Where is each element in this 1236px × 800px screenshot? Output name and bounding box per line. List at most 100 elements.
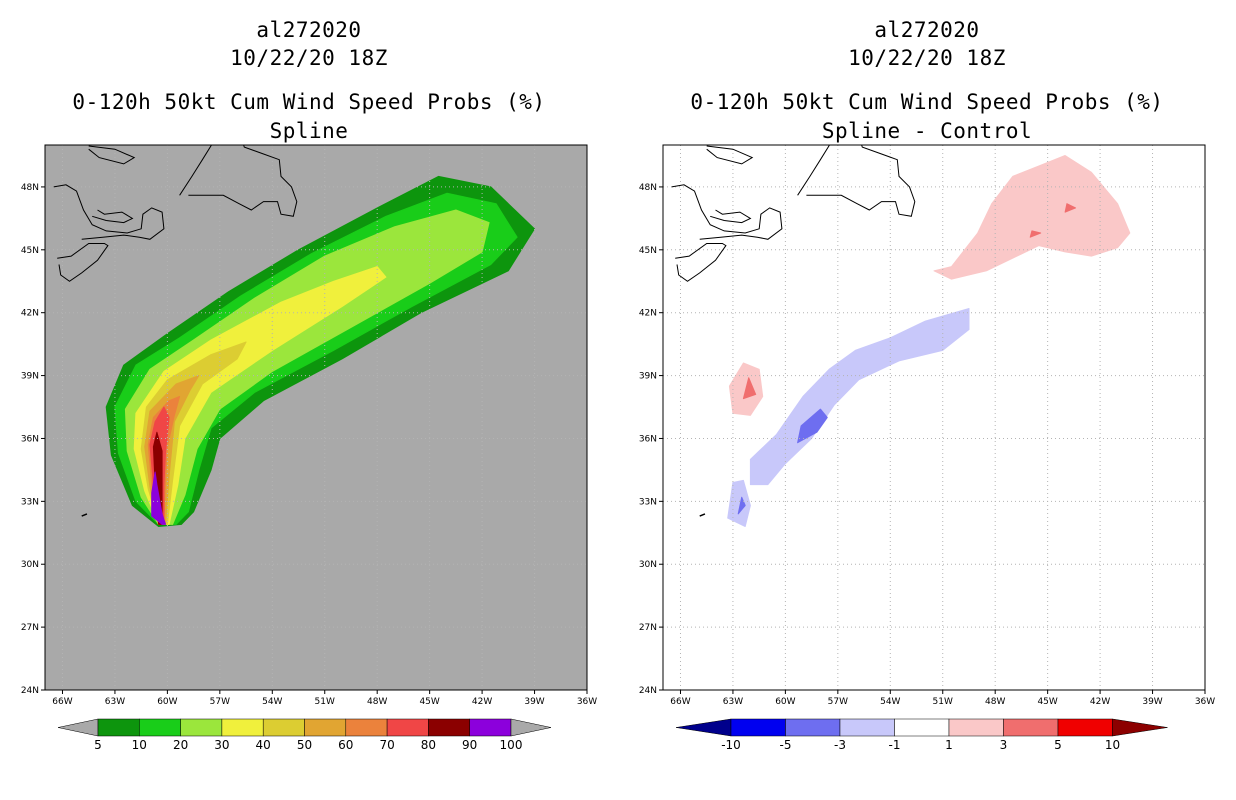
- right-y-tick-label: 45N: [639, 246, 657, 256]
- left-colorbar-swatch: [345, 718, 388, 737]
- left-x-tick-label: 66W: [52, 697, 72, 707]
- left-coastline: [57, 243, 109, 282]
- left-x-tick-label: 60W: [157, 697, 177, 707]
- left-chart: 66W 63W 60W 57W 54W 51W 48W 45W 42W 39W 36W 24N 27N 3…: [21, 144, 597, 752]
- left-y-tick-label: 48N: [21, 183, 39, 193]
- right-datetime: 10/22/20 18Z: [848, 46, 1006, 70]
- right-x-tick-label: 54W: [880, 697, 900, 707]
- left-colorbar-swatch: [139, 718, 181, 737]
- right-coastline: [706, 145, 754, 165]
- left-colorbar-arrow-low: [57, 718, 99, 737]
- right-contour-red-spot-ne-1: [1064, 203, 1077, 213]
- right-x-tick-label: 60W: [775, 697, 795, 707]
- left-colorbar-swatch: [428, 718, 470, 737]
- left-colorbar-label: 80: [421, 738, 436, 752]
- left-colorbar-label: 40: [256, 738, 271, 752]
- left-product-title: 0-120h 50kt Cum Wind Speed Probs (%): [72, 90, 546, 114]
- right-colorbar-arrow-high: [1112, 718, 1168, 737]
- right-colorbar-swatch: [730, 718, 786, 737]
- left-coastline: [179, 145, 298, 217]
- left-bermuda: [81, 513, 88, 517]
- right-coastline: [672, 116, 829, 141]
- left-colorbar-label: 20: [173, 738, 188, 752]
- left-x-tick-label: 36W: [577, 697, 597, 707]
- left-colorbar-swatch: [262, 718, 305, 737]
- right-colorbar-arrow-low: [675, 718, 732, 737]
- left-x-tick-label: 63W: [105, 697, 125, 707]
- left-y-tick-label: 27N: [21, 623, 39, 633]
- right-x-tick-label: 48W: [985, 697, 1005, 707]
- left-colorbar-swatch: [221, 718, 264, 737]
- left-y-tick-label: 33N: [21, 497, 39, 507]
- right-colorbar-swatch: [839, 718, 895, 737]
- left-colorbar-label: 10: [132, 738, 147, 752]
- right-y-tick-label: 39N: [639, 372, 657, 382]
- left-colorbar-label: 5: [94, 738, 102, 752]
- left-x-tick-label: 57W: [210, 697, 230, 707]
- right-colorbar-swatch: [1057, 718, 1113, 737]
- left-datetime: 10/22/20 18Z: [230, 46, 388, 70]
- left-y-tick-label: 24N: [21, 686, 39, 696]
- right-colorbar-label: 10: [1105, 738, 1120, 752]
- left-colorbar-swatch: [304, 718, 347, 737]
- right-colorbar-label: 1: [945, 738, 953, 752]
- right-colorbar-label: 3: [1000, 738, 1008, 752]
- left-storm-id: al272020: [256, 18, 362, 42]
- right-plot-area: [663, 116, 1205, 690]
- right-x-tick-label: 66W: [670, 697, 690, 707]
- left-coastline: [92, 209, 134, 224]
- left-colorbar-swatch: [180, 718, 223, 737]
- right-colorbar-swatch: [785, 718, 841, 737]
- right-contour-pink-patch-ne: [933, 155, 1131, 280]
- right-bermuda: [699, 513, 706, 517]
- right-colorbar-swatch: [894, 718, 950, 737]
- left-colorbar-label: 50: [297, 738, 312, 752]
- right-colorbar-swatch: [1003, 718, 1059, 737]
- left-y-tick-label: 39N: [21, 372, 39, 382]
- left-colorbar-swatch: [97, 718, 140, 737]
- right-x-tick-label: 63W: [723, 697, 743, 707]
- right-coastline: [710, 209, 752, 224]
- right-y-tick-label: 27N: [639, 623, 657, 633]
- right-contour-blue-patch-main: [749, 308, 970, 486]
- right-colorbar-label: -10: [721, 738, 741, 752]
- left-x-tick-label: 48W: [367, 697, 387, 707]
- left-colorbar-label: 30: [214, 738, 229, 752]
- right-x-tick-label: 36W: [1195, 697, 1215, 707]
- left-contour-level-90: [151, 471, 167, 525]
- left-x-tick-label: 42W: [472, 697, 492, 707]
- left-x-tick-label: 51W: [315, 697, 335, 707]
- right-colorbar-label: -5: [780, 738, 792, 752]
- left-plot-frame: [44, 144, 588, 691]
- right-y-tick-label: 30N: [639, 560, 657, 570]
- right-x-tick-label: 45W: [1037, 697, 1057, 707]
- left-colorbar-label: 70: [379, 738, 394, 752]
- right-y-tick-label: 24N: [639, 686, 657, 696]
- right-panel: al272020 10/22/20 18Z 0-120h 50kt Cum Wi…: [618, 0, 1236, 800]
- right-chart: 66W 63W 60W 57W 54W 51W 48W 45W 42W 39W 36W 24N 27N 3…: [639, 116, 1215, 752]
- left-x-tick-label: 39W: [524, 697, 544, 707]
- right-x-tick-label: 39W: [1142, 697, 1162, 707]
- left-y-tick-label: 45N: [21, 246, 39, 256]
- left-panel: al272020 10/22/20 18Z 0-120h 50kt Cum Wi…: [21, 18, 597, 752]
- left-colorbar-swatch: [469, 718, 512, 737]
- right-contour-blue-spot-mid: [797, 408, 828, 444]
- left-x-tick-label: 54W: [262, 697, 282, 707]
- right-subtitle: Spline - Control: [821, 119, 1033, 143]
- left-contour-level-20: [124, 209, 490, 525]
- right-colorbar-label: -1: [889, 738, 901, 752]
- left-colorbar-arrow-high: [510, 718, 552, 737]
- right-contour-blue-patch-s: [727, 479, 751, 527]
- right-colorbar-swatch: [948, 718, 1004, 737]
- left-subtitle: Spline: [269, 119, 349, 143]
- left-x-tick-label: 45W: [419, 697, 439, 707]
- right-plot-frame: [662, 144, 1206, 691]
- left-y-tick-label: 36N: [21, 434, 39, 444]
- left-coastline: [88, 145, 136, 165]
- right-contour-red-spot-ne-2: [1029, 230, 1042, 238]
- right-y-tick-label: 36N: [639, 434, 657, 444]
- right-x-tick-label: 57W: [828, 697, 848, 707]
- left-plot-area: [45, 145, 587, 690]
- right-colorbar-label: -3: [834, 738, 846, 752]
- right-x-tick-label: 51W: [933, 697, 953, 707]
